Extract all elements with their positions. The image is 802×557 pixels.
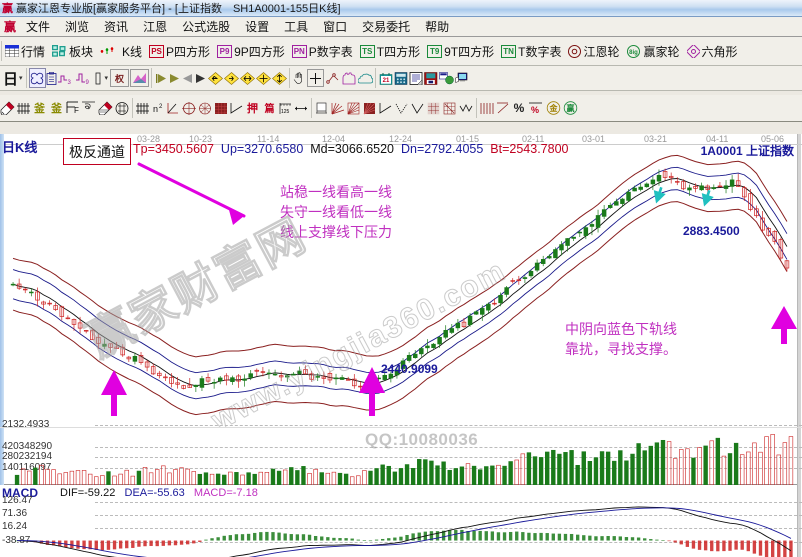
svg-text:权: 权 bbox=[114, 73, 125, 84]
svg-text:": " bbox=[239, 102, 241, 107]
svg-text:9: 9 bbox=[85, 80, 89, 85]
svg-text:n: n bbox=[153, 104, 158, 114]
svg-text:%: % bbox=[531, 105, 539, 115]
svg-text:F: F bbox=[74, 106, 79, 115]
svg-text:篇: 篇 bbox=[264, 102, 275, 115]
svg-text:8ig: 8ig bbox=[630, 50, 639, 56]
svg-text:125: 125 bbox=[281, 109, 290, 115]
svg-text:釜: 釜 bbox=[50, 101, 63, 115]
svg-text:21: 21 bbox=[383, 78, 390, 84]
svg-text:金: 金 bbox=[549, 103, 559, 113]
svg-text:釜: 釜 bbox=[33, 101, 46, 115]
svg-text:3: 3 bbox=[67, 80, 71, 85]
svg-text:2: 2 bbox=[159, 104, 163, 110]
svg-text:押: 押 bbox=[247, 101, 258, 115]
svg-text:赢: 赢 bbox=[567, 103, 575, 113]
